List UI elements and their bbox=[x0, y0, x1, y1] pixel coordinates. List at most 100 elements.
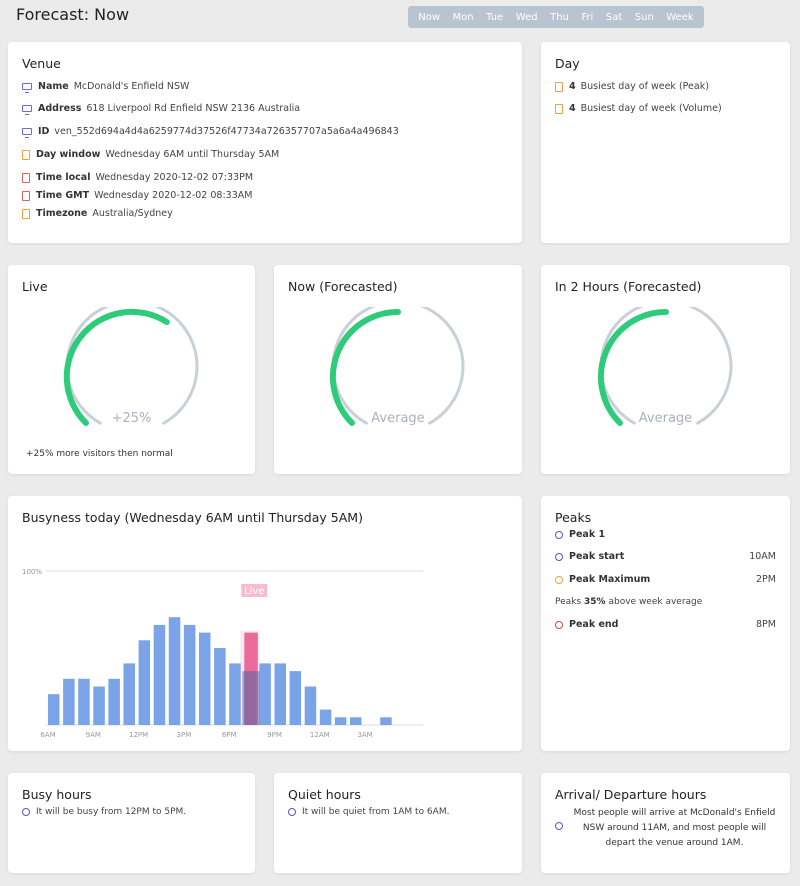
venue-title: Venue bbox=[22, 56, 61, 71]
calendar-icon bbox=[22, 149, 30, 160]
venue-timezone-row: Timezone Australia/Sydney bbox=[22, 208, 173, 219]
bar bbox=[289, 671, 302, 725]
venue-card: Venue Name McDonald's Enfield NSW Address… bbox=[8, 42, 522, 243]
tab-sat[interactable]: Sat bbox=[605, 11, 623, 23]
calendar-icon bbox=[555, 81, 563, 92]
bar bbox=[78, 678, 90, 725]
peaks-title: Peaks bbox=[555, 510, 592, 525]
circle-icon bbox=[555, 620, 563, 629]
bar bbox=[304, 686, 317, 725]
quiet-hours-text: It will be quiet from 1AM to 6AM. bbox=[288, 807, 449, 817]
day-tabs: Now Mon Tue Wed Thu Fri Sat Sun Week bbox=[408, 6, 704, 28]
live-gauge: +25% bbox=[62, 299, 202, 437]
clock-icon bbox=[22, 190, 30, 201]
tab-sun[interactable]: Sun bbox=[634, 11, 654, 23]
bar bbox=[199, 632, 211, 725]
x-tick-label: 12AM bbox=[310, 731, 330, 739]
live-note: +25% more visitors then normal bbox=[26, 449, 173, 459]
peak-name-row: Peak 1 bbox=[555, 529, 610, 540]
x-tick-label: 3AM bbox=[357, 731, 372, 739]
in2h-forecast-gauge: Average bbox=[596, 299, 736, 437]
arrival-title: Arrival/ Departure hours bbox=[555, 787, 707, 802]
y-tick-label: 100% bbox=[22, 568, 42, 576]
bar bbox=[183, 624, 196, 725]
arrival-card: Arrival/ Departure hours Most people wil… bbox=[541, 773, 790, 873]
x-tick-label: 12PM bbox=[129, 731, 148, 739]
tab-mon[interactable]: Mon bbox=[452, 11, 474, 23]
day-card: Day 4 Busiest day of week (Peak) 4 Busiest… bbox=[541, 42, 790, 243]
busyness-chart: 100% Live 6AM 9AM 12PM 3PM 6PM 9PM 12AM 3AM bbox=[22, 568, 423, 739]
tab-fri[interactable]: Fri bbox=[581, 11, 594, 23]
busyness-card: Busyness today (Wednesday 6AM until Thur… bbox=[8, 496, 522, 751]
bar bbox=[259, 663, 271, 725]
x-tick-label: 9PM bbox=[267, 731, 282, 739]
peak-max-row: Peak Maximum bbox=[555, 574, 655, 585]
tab-thu[interactable]: Thu bbox=[550, 11, 569, 23]
bar bbox=[274, 663, 286, 725]
now-forecast-gauge-label: Average bbox=[371, 411, 425, 426]
circle-icon bbox=[555, 530, 563, 539]
calendar-icon bbox=[555, 103, 563, 114]
peak-above-row: Peaks 35% above week average bbox=[555, 597, 703, 607]
monitor-icon bbox=[22, 105, 32, 115]
now-forecast-title: Now (Forecasted) bbox=[288, 279, 398, 294]
peak-max-value: 2PM bbox=[756, 574, 776, 585]
bar bbox=[93, 686, 105, 725]
busyness-title: Busyness today (Wednesday 6AM until Thur… bbox=[22, 510, 363, 525]
peaks-card: Peaks Peak 1 Peak start 10AM Peak Maximu… bbox=[541, 496, 790, 751]
peak-start-value: 10AM bbox=[749, 551, 776, 562]
bar bbox=[168, 617, 181, 725]
bar bbox=[63, 678, 75, 725]
x-tick-label: 3PM bbox=[177, 731, 192, 739]
day-peak-row: 4 Busiest day of week (Peak) bbox=[555, 81, 709, 92]
circle-icon bbox=[288, 808, 296, 816]
now-forecast-card: Now (Forecasted) Average bbox=[274, 265, 522, 474]
venue-address-row: Address 618 Liverpool Rd Enfield NSW 2136… bbox=[22, 103, 300, 115]
x-tick-label: 9AM bbox=[86, 731, 101, 739]
gauge-fill bbox=[329, 309, 401, 426]
busy-hours-card: Busy hours It will be busy from 12PM to … bbox=[8, 773, 255, 873]
gauge-fill bbox=[63, 308, 170, 426]
live-label-bg bbox=[241, 584, 268, 597]
page-title: Forecast: Now bbox=[16, 5, 130, 24]
day-title: Day bbox=[555, 56, 580, 71]
circle-icon bbox=[555, 552, 563, 561]
bar bbox=[319, 709, 332, 725]
bar bbox=[350, 717, 362, 725]
in2h-forecast-gauge-label: Average bbox=[638, 411, 693, 426]
bar bbox=[123, 663, 135, 725]
bar bbox=[334, 717, 347, 725]
venue-id-row: ID ven_552d694a4d4a6259774d37526f47734a72… bbox=[22, 126, 399, 138]
bar bbox=[108, 678, 120, 725]
in2h-forecast-card: In 2 Hours (Forecasted) Average bbox=[541, 265, 790, 474]
bar bbox=[214, 648, 226, 725]
now-forecast-gauge: Average bbox=[328, 299, 468, 437]
peak-start-row: Peak start bbox=[555, 551, 629, 562]
in2h-forecast-title: In 2 Hours (Forecasted) bbox=[555, 279, 702, 294]
tab-now[interactable]: Now bbox=[418, 11, 441, 23]
x-tick-label: 6AM bbox=[40, 731, 55, 739]
x-tick-label: 6PM bbox=[222, 731, 237, 739]
venue-timegmt-row: Time GMT Wednesday 2020-12-02 08:33AM bbox=[22, 190, 252, 201]
tab-week[interactable]: Week bbox=[666, 11, 694, 23]
circle-icon bbox=[22, 808, 30, 816]
venue-timelocal-row: Time local Wednesday 2020-12-02 07:33PM bbox=[22, 172, 253, 183]
gauge-track bbox=[331, 299, 465, 425]
venue-name-row: Name McDonald's Enfield NSW bbox=[22, 81, 189, 93]
bar bbox=[380, 717, 392, 725]
clock-icon bbox=[22, 172, 30, 183]
monitor-icon bbox=[22, 83, 32, 93]
day-volume-row: 4 Busiest day of week (Volume) bbox=[555, 103, 722, 114]
circle-icon bbox=[555, 575, 563, 584]
gauge-track bbox=[599, 299, 732, 425]
live-gauge-label: +25% bbox=[111, 411, 152, 426]
tab-wed[interactable]: Wed bbox=[515, 11, 538, 23]
venue-daywindow-row: Day window Wednesday 6AM until Thursday 5… bbox=[22, 149, 279, 160]
quiet-hours-title: Quiet hours bbox=[288, 787, 361, 802]
quiet-hours-card: Quiet hours It will be quiet from 1AM to… bbox=[274, 773, 522, 873]
arrival-text: Most people will arrive at McDonald's En… bbox=[573, 808, 776, 848]
bar bbox=[153, 624, 166, 725]
bar bbox=[229, 663, 241, 725]
tab-tue[interactable]: Tue bbox=[486, 11, 504, 23]
peak-end-row: Peak end bbox=[555, 619, 623, 630]
